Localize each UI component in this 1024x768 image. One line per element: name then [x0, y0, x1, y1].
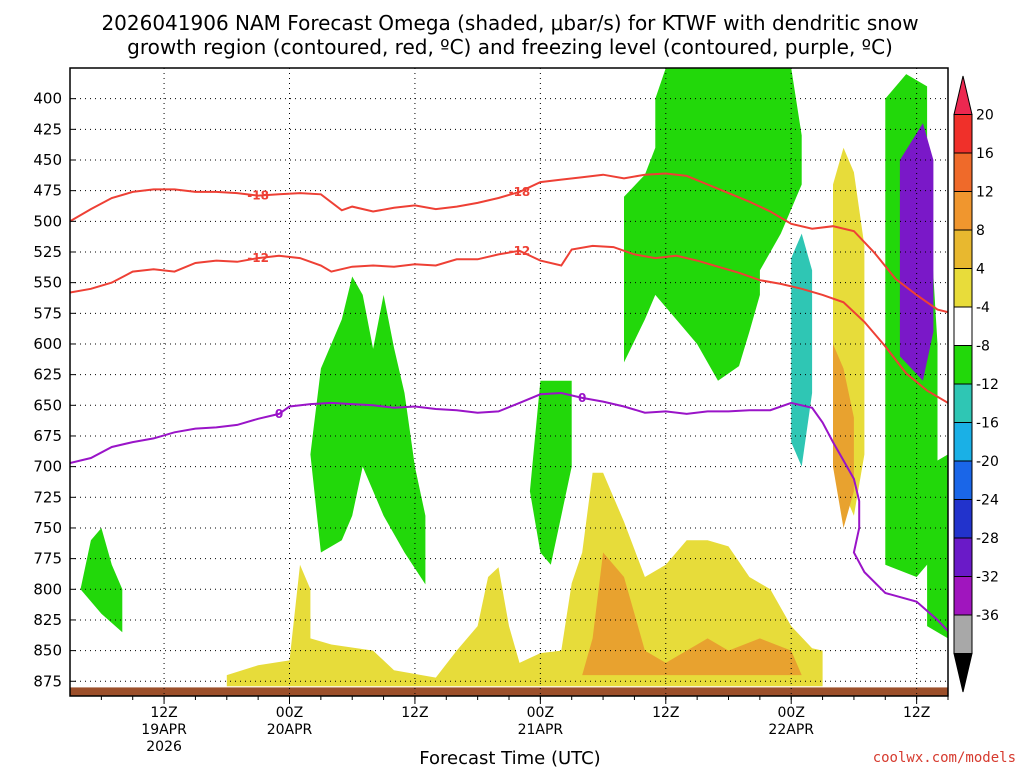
x-tick-label: 12Z [652, 705, 679, 721]
plot-area [70, 68, 948, 696]
y-tick-label: 400 [33, 90, 62, 108]
y-tick-label: 875 [33, 672, 62, 690]
colorbar-label: -20 [976, 454, 999, 470]
colorbar-segment [953, 499, 973, 539]
y-tick-label: 700 [33, 458, 62, 476]
colorbar-segment [953, 268, 973, 308]
temperature-contours: -18 -18 -12 -12 0 0 [70, 172, 948, 632]
omega-region-purple [899, 123, 934, 381]
omega-region-green [529, 380, 572, 565]
colorbar-label: 8 [976, 223, 985, 239]
x-tick-date: 19APR [141, 722, 187, 738]
colorbar-top-arrow [953, 75, 973, 115]
contour-line [70, 391, 948, 632]
colorbar-label: -36 [976, 608, 999, 624]
contour-label: 0 [275, 407, 283, 421]
x-tick-year: 2026 [146, 739, 182, 755]
y-tick-label: 450 [33, 151, 62, 169]
chart-title-line-1: 2026041906 NAM Forecast Omega (shaded, μ… [101, 11, 918, 35]
omega-region-green [80, 528, 123, 633]
omega-region-green [927, 454, 948, 639]
colorbar-label: 4 [976, 262, 985, 278]
x-tick-label: 12Z [150, 705, 177, 721]
colorbar-segment [953, 229, 973, 269]
y-tick-label: 425 [33, 120, 62, 138]
plot-frame [69, 67, 949, 697]
x-axis-title: Forecast Time (UTC) [419, 748, 600, 768]
axes: 400 425 450 475 500 525 550 575 600 625 650 675 700 7… [33, 67, 949, 755]
y-tick-label: 675 [33, 427, 62, 445]
x-tick-date: 20APR [267, 722, 313, 738]
colorbar-label: -24 [976, 493, 999, 509]
x-tick-date: 22APR [768, 722, 814, 738]
colorbar-segment [953, 460, 973, 500]
contour-label: -18 [509, 185, 531, 199]
x-tick-label: 00Z [527, 705, 554, 721]
x-tick-label: 00Z [778, 705, 805, 721]
x-tick-date: 21APR [518, 722, 564, 738]
colorbar-segment [953, 345, 973, 385]
colorbar-label: 20 [976, 108, 994, 124]
colorbar-segment [953, 576, 973, 616]
colorbar-label: -8 [976, 339, 990, 355]
y-tick-label: 800 [33, 580, 62, 598]
colorbar-label: 16 [976, 146, 994, 162]
x-tick-label: 12Z [903, 705, 930, 721]
colorbar-segment [953, 306, 973, 346]
omega-region-yellow [226, 472, 823, 687]
colorbar-label: 12 [976, 185, 994, 201]
x-tick-label: 12Z [401, 705, 428, 721]
colorbar-segment [953, 537, 973, 577]
y-tick-label: 500 [33, 212, 62, 230]
ground-band [70, 687, 948, 696]
omega-region-orange [833, 344, 854, 528]
y-tick-label: 750 [33, 519, 62, 537]
colorbar-bottom-arrow [953, 653, 973, 693]
y-tick-label: 775 [33, 550, 62, 568]
grid-lines [70, 68, 948, 696]
y-tick-label: 625 [33, 366, 62, 384]
colorbar: 20 16 12 8 4 -4 -8 -12 -16 -20 -24 -28 -32 -36 [953, 75, 999, 693]
y-tick-label: 525 [33, 243, 62, 261]
colorbar-segment [953, 191, 973, 231]
y-tick-label: 600 [33, 335, 62, 353]
colorbar-segment [953, 114, 973, 154]
contour-label: -12 [247, 251, 269, 265]
colorbar-segment [953, 383, 973, 423]
y-tick-label: 650 [33, 396, 62, 414]
omega-region-cyan [791, 233, 813, 467]
y-tick-label: 550 [33, 274, 62, 292]
colorbar-label: -28 [976, 531, 999, 547]
omega-region-green [310, 276, 426, 585]
credit-text: coolwx.com/models [873, 750, 1016, 766]
y-tick-label: 725 [33, 488, 62, 506]
chart-title-line-2: growth region (contoured, red, ºC) and f… [127, 35, 893, 59]
omega-region-green [624, 68, 802, 381]
x-tick-label: 00Z [276, 705, 303, 721]
colorbar-label: -4 [976, 300, 990, 316]
y-tick-label: 475 [33, 182, 62, 200]
contour-line [70, 244, 948, 404]
omega-region-orange [582, 552, 802, 676]
colorbar-label: -16 [976, 416, 999, 432]
y-tick-label: 825 [33, 611, 62, 629]
y-tick-label: 575 [33, 304, 62, 322]
colorbar-label: -12 [976, 377, 999, 393]
contour-label: -18 [247, 189, 269, 203]
colorbar-segment [953, 614, 973, 654]
contour-line [70, 172, 948, 314]
colorbar-segment [953, 152, 973, 192]
colorbar-label: -32 [976, 570, 999, 586]
colorbar-segment [953, 422, 973, 462]
contour-label: 0 [578, 391, 586, 405]
y-tick-label: 850 [33, 642, 62, 660]
contour-label: -12 [509, 244, 531, 258]
